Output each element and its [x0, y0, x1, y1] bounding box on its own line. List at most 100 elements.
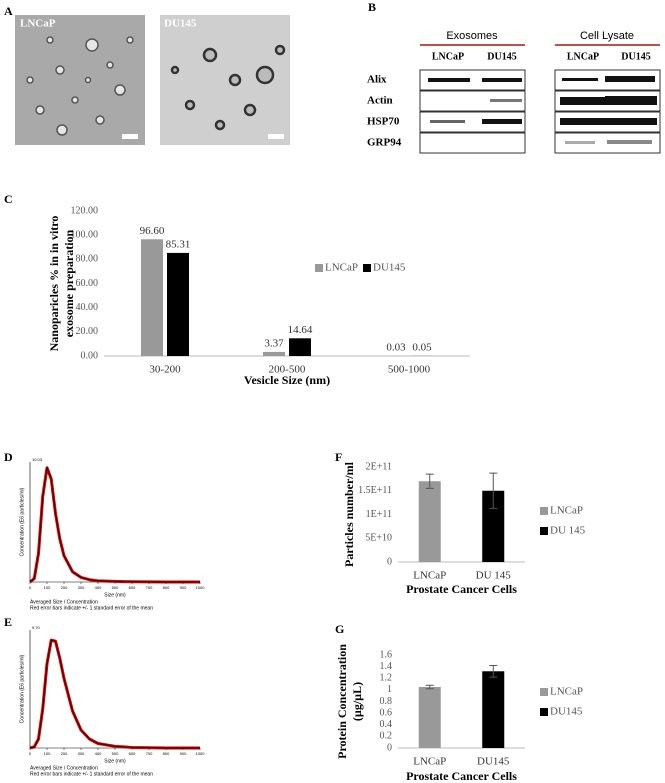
x-axis-label: Size (nm)	[104, 592, 126, 598]
x-tick-label: 500	[112, 751, 119, 756]
lane-label: LNCaP	[432, 51, 464, 62]
x-tick-label: 200-500	[269, 364, 306, 376]
micrograph-du145	[160, 15, 290, 145]
y-tick-label: 1.4	[380, 661, 393, 672]
blot-group-title: Exosomes	[446, 30, 498, 42]
x-tick-label: 400	[95, 585, 102, 590]
y-tick-label: 0.8	[380, 696, 393, 707]
x-axis-label: Prostate Cancer Cells	[406, 769, 517, 783]
y-tick-label: 1	[387, 684, 392, 695]
x-tick-label: DU 145	[476, 570, 512, 582]
blot-group-title: Cell Lysate	[580, 30, 634, 42]
legend-swatch	[363, 264, 371, 272]
mean-line	[29, 639, 200, 749]
y-axis-label: Protein Concentration	[335, 644, 349, 759]
y-tick-label: 80.00	[76, 254, 99, 265]
y-axis-label: Nanoparicles % in in vitro	[47, 216, 61, 352]
x-tick-label: 900	[180, 751, 187, 756]
x-tick-label: 200	[61, 751, 68, 756]
error-bar	[425, 473, 434, 489]
x-tick-label: 100	[44, 585, 51, 590]
x-tick-label: 300	[78, 585, 85, 590]
value-label: 85.31	[166, 238, 191, 250]
bar	[418, 686, 441, 748]
note: Red error bars indicate +/- 1 standard e…	[30, 605, 153, 611]
value-label: 14.64	[288, 324, 313, 336]
bar	[482, 671, 505, 748]
bar	[418, 481, 441, 562]
x-tick-label: 800	[163, 585, 170, 590]
x-tick-label: 600	[129, 751, 136, 756]
bar	[482, 490, 505, 562]
y-axis-label: Concentration (E6 particles/ml)	[19, 654, 25, 723]
y-tick-label: 0.00	[81, 350, 99, 361]
y-axis-label: Concentration (E6 particles/ml)	[19, 487, 25, 556]
y-tick-label: 0	[387, 556, 392, 567]
axes	[29, 630, 200, 749]
x-axis-label: Prostate Cancer Cells	[406, 582, 517, 596]
y-tick-label: 2E+11	[366, 461, 392, 472]
error-bar	[489, 472, 498, 509]
bar	[141, 239, 163, 356]
x-tick-label: 700	[146, 585, 153, 590]
y-tick-label: 5E+10	[365, 533, 392, 544]
y-tick-label: 100.00	[71, 229, 99, 240]
legend-swatch	[540, 527, 548, 535]
x-tick-label: 0	[29, 751, 32, 756]
legend-label: LNCaP	[550, 505, 583, 517]
error-band	[29, 466, 200, 584]
x-tick-label: 900	[180, 585, 187, 590]
x-tick-label: 1000	[196, 585, 206, 590]
x-tick-label: DU145	[477, 756, 510, 768]
micrograph-label: DU145	[164, 18, 197, 30]
panel-label: D	[4, 450, 13, 464]
x-tick-label: 800	[163, 751, 170, 756]
note: Red error bars indicate +/- 1 standard e…	[30, 771, 153, 777]
panel-label: F	[335, 450, 342, 464]
x-tick-label: 500-1000	[388, 364, 431, 376]
value-label: 3.37	[264, 337, 284, 349]
protein-label: Actin	[367, 95, 393, 107]
x-axis-label: Size (nm)	[104, 758, 126, 764]
x-tick-label: 700	[146, 751, 153, 756]
x-tick-label: 0	[29, 585, 32, 590]
x-tick-label: 500	[112, 585, 119, 590]
legend-swatch	[540, 507, 548, 515]
mean-line	[29, 467, 200, 583]
panel-label: B	[368, 0, 376, 14]
y-tick-label: 1.2	[380, 673, 393, 684]
value-label: 0.05	[412, 341, 432, 353]
legend-label: LNCaP	[325, 262, 358, 274]
y-tick-label: 0.6	[380, 707, 393, 718]
lane-label: DU145	[621, 51, 650, 62]
panel-label: E	[4, 615, 12, 629]
y-tick-label: 0	[387, 742, 392, 753]
bar	[263, 351, 285, 356]
y-tick-label: 1.5E+11	[358, 485, 392, 496]
micrograph-lncap	[15, 15, 145, 145]
legend-label: LNCaP	[550, 686, 583, 698]
x-tick-label: 30-200	[149, 364, 181, 376]
x-tick-label: LNCaP	[413, 570, 446, 582]
lane-label: DU145	[487, 51, 516, 62]
x-tick-label: 200	[61, 585, 68, 590]
legend-label: DU145	[373, 262, 406, 274]
y-tick-label: 60.00	[76, 278, 99, 289]
y-tick-label: 40.00	[76, 302, 99, 313]
protein-label: GRP94	[367, 137, 402, 149]
legend-swatch	[315, 264, 323, 272]
protein-label: Alix	[367, 74, 387, 86]
panel-label: C	[4, 192, 13, 206]
western-blot	[419, 44, 661, 154]
panel-label: G	[335, 622, 344, 636]
y-tick-label: 1.6	[380, 649, 393, 660]
note: Averaged Size / Concentration	[30, 765, 98, 771]
y-tick-label: 1E+11	[366, 509, 392, 520]
y-tick-label: 0.4	[380, 719, 393, 730]
y-axis-label: (µg/µL)	[350, 682, 364, 721]
y-tick-label: 0.2	[380, 731, 393, 742]
micrograph-label: LNCaP	[20, 18, 56, 30]
x-tick-label: 300	[78, 751, 85, 756]
legend-label: DU145	[550, 706, 583, 718]
bar	[167, 252, 189, 356]
